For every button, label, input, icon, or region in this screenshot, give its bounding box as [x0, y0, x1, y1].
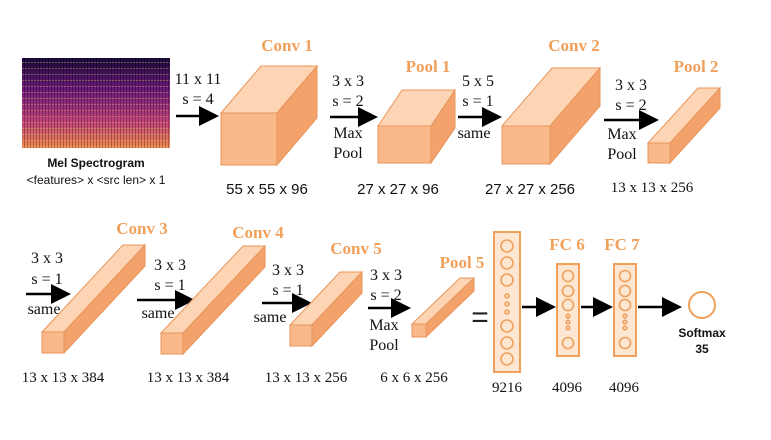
conv2-stride: s = 1 [462, 93, 493, 110]
fc7-column [613, 263, 637, 357]
fc7-dims: 4096 [609, 380, 640, 396]
pool1-stride: s = 2 [332, 93, 363, 110]
pool1-block [377, 88, 456, 165]
pool2-op-max: Max [607, 126, 636, 143]
conv5-block [288, 270, 364, 348]
pool2-dims: 13 x 13 x 256 [611, 180, 694, 196]
conv3-block [40, 243, 147, 355]
pool2-kernel: 3 x 3 [615, 77, 647, 94]
pool5-title: Pool 5 [440, 253, 485, 272]
conv2-block [500, 66, 602, 166]
softmax-node [688, 291, 716, 319]
conv4-block [159, 244, 267, 356]
pool5-kernel: 3 x 3 [370, 267, 402, 284]
softmax-classes: 35 [695, 342, 709, 356]
mel-spectrogram-image [22, 58, 170, 148]
flatten-column [493, 231, 521, 373]
pool2-block [646, 86, 722, 165]
conv1-dims: 55 x 55 x 96 [226, 181, 308, 198]
conv3-pad: same [28, 301, 61, 318]
pool1-title: Pool 1 [406, 57, 451, 76]
softmax-label: Softmax [678, 326, 726, 340]
equals-sign: = [471, 301, 489, 334]
conv5-pad: same [254, 309, 287, 326]
pool5-dims: 6 x 6 x 256 [380, 370, 448, 386]
pool1-op-max: Max [333, 125, 362, 142]
conv1-stride: s = 4 [182, 91, 213, 108]
fc6-column [556, 263, 580, 357]
pool5-op-max: Max [369, 317, 398, 334]
conv2-pad: same [458, 125, 491, 142]
conv5-stride: s = 1 [272, 282, 303, 299]
conv4-dims: 13 x 13 x 384 [147, 370, 230, 386]
conv1-title: Conv 1 [261, 36, 312, 55]
conv4-kernel: 3 x 3 [154, 257, 186, 274]
conv3-kernel: 3 x 3 [31, 250, 63, 267]
conv1-kernel: 11 x 11 [175, 71, 222, 88]
conv2-title: Conv 2 [548, 36, 599, 55]
conv5-kernel: 3 x 3 [272, 262, 304, 279]
pool2-op-pool: Pool [607, 146, 637, 163]
conv5-dims: 13 x 13 x 256 [265, 370, 348, 386]
conv2-kernel: 5 x 5 [462, 73, 494, 90]
fc7-title: FC 7 [604, 235, 640, 254]
fc6-title: FC 6 [549, 235, 584, 254]
pool1-dims: 27 x 27 x 96 [357, 181, 439, 198]
input-label: Mel Spectrogram [47, 156, 144, 170]
conv2-dims: 27 x 27 x 256 [485, 181, 575, 198]
conv5-title: Conv 5 [330, 239, 381, 258]
conv3-title: Conv 3 [116, 219, 167, 238]
pool5-block [410, 276, 476, 339]
pool5-op-pool: Pool [369, 337, 399, 354]
flatten-dims: 9216 [492, 380, 523, 396]
pool1-kernel: 3 x 3 [332, 73, 364, 90]
conv4-pad: same [142, 305, 175, 322]
pool1-op-pool: Pool [333, 145, 363, 162]
conv1-block [219, 64, 319, 167]
pool2-stride: s = 2 [615, 97, 646, 114]
conv3-dims: 13 x 13 x 384 [22, 370, 105, 386]
pool5-stride: s = 2 [370, 287, 401, 304]
fc6-dims: 4096 [552, 380, 583, 396]
input-shape: <features> x <src len> x 1 [27, 173, 166, 187]
pool2-title: Pool 2 [674, 57, 719, 76]
conv4-stride: s = 1 [154, 277, 185, 294]
conv3-stride: s = 1 [31, 271, 62, 288]
conv4-title: Conv 4 [232, 223, 284, 242]
